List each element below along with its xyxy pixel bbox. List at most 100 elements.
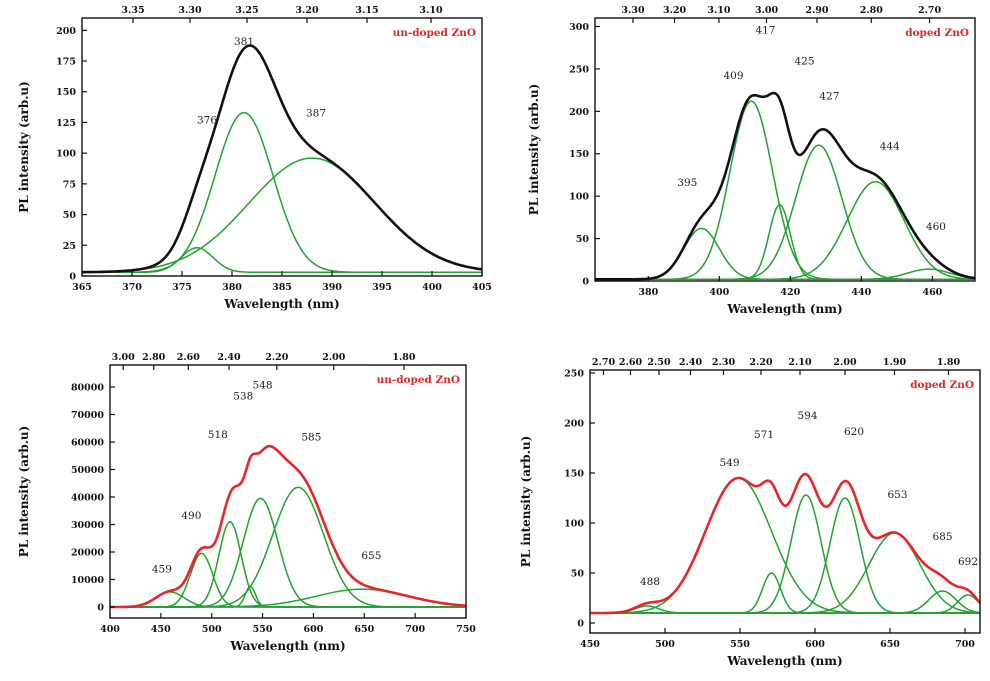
panel-title: doped ZnO: [905, 27, 969, 39]
plot-frame: [594, 17, 976, 282]
y-tick-label: 150: [564, 469, 584, 480]
y-axis-label: PL intensity (arb.u): [17, 81, 31, 213]
top-tick-label: 2.20: [265, 352, 289, 363]
x-tick-label: 400: [709, 287, 729, 298]
peak-label: 417: [755, 24, 775, 36]
component-curve-5: [110, 486, 466, 608]
panel-undoped-visible: 400 450 500 550 600 650 700 750 0 10000 20000 30000…: [17, 352, 476, 653]
top-tick-label: 2.80: [142, 352, 166, 363]
peak-label: 427: [819, 90, 839, 102]
total-spectrum-curve: [595, 91, 976, 281]
y-tick-label: 150: [569, 149, 589, 160]
y-tick-label: 0: [69, 272, 76, 283]
y-tick-label: 75: [63, 179, 76, 190]
y-tick-label: 70000: [71, 410, 104, 421]
component-curve-4: [590, 497, 980, 614]
top-tick-label: 3.10: [707, 5, 731, 16]
y-tick-label: 250: [569, 64, 589, 75]
x-tick-label: 700: [405, 624, 425, 635]
peak-label: 685: [932, 531, 952, 543]
peak-label: 425: [795, 56, 815, 68]
peak-label: 444: [880, 141, 900, 153]
peak-label: 518: [208, 429, 228, 441]
x-tick-label: 650: [354, 624, 374, 635]
panel-doped-visible: 450 500 550 600 650 700 0 50 100 150 200 250 2.70 2.6…: [519, 357, 982, 668]
y-tick-label: 100: [56, 149, 76, 160]
y-tick-label: 125: [56, 118, 76, 129]
x-tick-label: 650: [880, 639, 900, 650]
y-tick-label: 60000: [71, 438, 104, 449]
peak-label: 594: [797, 410, 817, 422]
x-tick-label: 550: [730, 639, 750, 650]
y-axis-label: PL intensity (arb.u): [527, 84, 541, 216]
x-tick-label: 370: [122, 282, 142, 293]
x-tick-label: 405: [472, 282, 492, 293]
x-tick-label: 450: [580, 639, 600, 650]
x-tick-label: 365: [72, 282, 92, 293]
top-tick-label: 2.40: [217, 352, 241, 363]
component-curve-1: [590, 477, 980, 614]
top-tick-label: 3.20: [295, 5, 319, 16]
top-tick-label: 2.60: [619, 357, 643, 368]
x-tick-label: 390: [322, 282, 342, 293]
x-tick-label: 375: [172, 282, 192, 293]
x-tick-label: 420: [780, 287, 800, 298]
top-tick-label: 2.00: [322, 352, 346, 363]
component-curve-1: [110, 552, 466, 608]
panel-title: doped ZnO: [910, 379, 974, 391]
y-axis-label: PL intensity (arb.u): [519, 436, 533, 568]
panel-doped-blue: 380 400 420 440 460 0 50 100 150 200 250 300 3.30 3.2…: [527, 5, 976, 316]
y-tick-label: 150: [56, 87, 76, 98]
y-tick-label: 0: [582, 277, 589, 288]
peak-label: 460: [926, 221, 946, 233]
y-tick-label: 175: [56, 57, 76, 68]
x-tick-label: 400: [422, 282, 442, 293]
top-tick-label: 3.00: [755, 5, 779, 16]
x-axis-label: Wavelength (nm): [223, 297, 339, 311]
x-tick-label: 380: [638, 287, 658, 298]
x-axis-label: Wavelength (nm): [229, 639, 345, 653]
top-tick-label: 1.90: [883, 357, 907, 368]
y-tick-label: 50000: [71, 465, 104, 476]
y-tick-label: 10000: [71, 575, 104, 586]
x-tick-label: 600: [304, 624, 324, 635]
plot-frame: [81, 17, 483, 277]
x-tick-label: 450: [151, 624, 171, 635]
y-tick-label: 50: [571, 569, 585, 580]
y-tick-label: 0: [577, 619, 584, 630]
top-tick-label: 2.70: [918, 5, 942, 16]
x-tick-label: 700: [955, 639, 975, 650]
total-spectrum-curve: [590, 472, 982, 615]
y-axis-label: PL intensity (arb.u): [17, 426, 31, 558]
x-axis-label: Wavelength (nm): [726, 654, 842, 668]
component-curve-3: [590, 494, 980, 614]
component-curve-2: [82, 157, 483, 273]
component-curve-4: [110, 497, 466, 608]
top-tick-label: 2.20: [749, 357, 773, 368]
x-tick-label: 440: [851, 287, 871, 298]
x-tick-label: 750: [456, 624, 476, 635]
x-tick-label: 385: [272, 282, 292, 293]
x-tick-label: 460: [922, 287, 942, 298]
x-tick-label: 550: [253, 624, 273, 635]
component-curve-0: [595, 227, 975, 281]
top-tick-label: 2.00: [833, 357, 857, 368]
top-tick-label: 2.40: [679, 357, 703, 368]
y-tick-label: 200: [564, 419, 584, 430]
plot-frame: [109, 364, 467, 619]
total-spectrum-curve: [82, 44, 483, 274]
top-tick-label: 2.30: [712, 357, 736, 368]
y-tick-label: 200: [56, 26, 76, 37]
top-tick-label: 3.35: [121, 5, 144, 16]
y-tick-label: 40000: [71, 493, 104, 504]
component-curve-5: [595, 268, 976, 281]
y-tick-label: 20000: [71, 548, 104, 559]
top-tick-label: 3.30: [178, 5, 202, 16]
top-tick-label: 1.80: [392, 352, 416, 363]
top-tick-label: 3.15: [355, 5, 378, 16]
plot-frame: [589, 369, 981, 634]
y-tick-label: 300: [569, 22, 589, 33]
x-tick-label: 600: [805, 639, 825, 650]
peak-label: 655: [361, 550, 381, 562]
y-tick-label: 0: [97, 603, 104, 614]
